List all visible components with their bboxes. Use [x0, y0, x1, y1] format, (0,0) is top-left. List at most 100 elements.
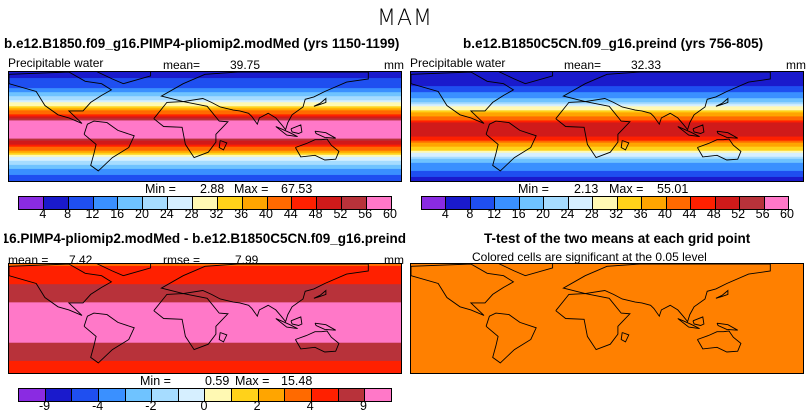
latitude-band	[411, 80, 803, 83]
latitude-band	[9, 348, 401, 352]
top-left-map	[8, 71, 402, 182]
coastline	[96, 72, 152, 85]
top-right-units: mm	[786, 58, 806, 72]
colorbar-swatch	[764, 197, 789, 209]
colorbar-swatch	[544, 197, 569, 209]
coastline	[290, 316, 303, 326]
latitude-band	[9, 178, 401, 181]
latitude-band	[9, 360, 401, 364]
latitude-band	[411, 162, 803, 166]
coastline	[692, 124, 705, 134]
latitude-band	[411, 174, 803, 178]
colorbar-tick-label: 32	[209, 207, 224, 221]
colorbar-swatch	[98, 389, 126, 401]
latitude-band	[411, 132, 803, 136]
latitude-band	[9, 140, 401, 144]
latitude-band	[9, 166, 401, 170]
latitude-band	[9, 158, 401, 162]
colorbar-swatch	[43, 197, 69, 209]
latitude-band	[9, 128, 401, 132]
latitude-band	[9, 148, 401, 152]
latitude-band	[9, 76, 401, 79]
latitude-band	[411, 108, 803, 111]
latitude-band	[411, 120, 803, 124]
latitude-band	[9, 352, 401, 356]
colorbar-swatch	[617, 197, 643, 209]
colorbar-tick-label: 60	[383, 207, 397, 221]
top-left-min-label: Min =	[145, 182, 176, 196]
latitude-band	[9, 304, 401, 307]
latitude-band	[9, 330, 401, 334]
coastline	[314, 322, 336, 331]
latitude-band	[9, 118, 401, 122]
latitude-band	[9, 358, 401, 362]
latitude-band	[9, 164, 401, 168]
colorbar-swatch	[312, 389, 339, 401]
latitude-band	[9, 86, 401, 89]
colorbar-swatch	[205, 389, 233, 401]
colorbar-swatch	[740, 197, 765, 209]
latitude-band	[9, 318, 401, 322]
bottom-left-title-text: 1850.f09_g16.PIMP4-pliomip2.modMed - b.e…	[4, 231, 406, 246]
colorbar-swatch	[495, 197, 520, 209]
latitude-band	[9, 332, 401, 336]
latitude-band	[9, 96, 401, 99]
latitude-band	[9, 344, 401, 348]
latitude-band	[9, 280, 401, 283]
colorbar-tick-label: 56	[755, 207, 770, 221]
colorbar-tick-label: 28	[184, 207, 199, 221]
colorbar-swatch	[593, 197, 618, 209]
latitude-band	[9, 306, 401, 310]
colorbar-tick-label: 4	[306, 399, 314, 413]
latitude-band	[411, 146, 803, 150]
coastline	[677, 126, 700, 138]
latitude-band	[411, 126, 803, 130]
latitude-band	[9, 156, 401, 160]
colorbar-swatch	[642, 197, 667, 209]
colorbar-swatch	[168, 197, 194, 209]
top-left-min-value: 2.88	[200, 182, 225, 196]
colorbar-swatch	[470, 197, 496, 209]
top-right-mean-value: 32.33	[631, 58, 662, 72]
coastline	[715, 97, 729, 107]
latitude-band	[9, 264, 401, 267]
latitude-band	[411, 152, 803, 156]
latitude-band	[9, 350, 401, 354]
colorbar-tick-label: 36	[234, 207, 249, 221]
bottom-right-map	[410, 263, 804, 374]
latitude-band	[411, 158, 803, 162]
latitude-band	[411, 138, 803, 142]
bottom-right-title: T-test of the two means at each grid poi…	[484, 231, 751, 246]
latitude-band	[9, 284, 401, 287]
colorbar-swatch	[152, 389, 179, 401]
latitude-band	[9, 130, 401, 134]
latitude-band	[9, 310, 401, 314]
coastline	[620, 140, 630, 151]
latitude-band	[411, 168, 803, 172]
colorbar-tick-label: 2	[253, 399, 261, 413]
top-right-map	[410, 71, 804, 182]
latitude-band	[411, 90, 803, 93]
latitude-band	[9, 174, 401, 178]
latitude-band	[9, 152, 401, 156]
latitude-band	[9, 298, 401, 301]
latitude-band	[9, 134, 401, 138]
coastline	[555, 293, 631, 351]
coastline	[313, 97, 327, 107]
coastline	[562, 72, 771, 131]
colorbar-swatch	[519, 197, 545, 209]
latitude-band	[411, 140, 803, 144]
latitude-band	[9, 94, 401, 97]
latitude-band	[9, 278, 401, 281]
latitude-band	[411, 78, 803, 81]
top-left-variable: Precipitable water	[8, 56, 104, 70]
colorbar-tick-label: 36	[633, 207, 648, 221]
coastline	[692, 316, 705, 326]
bottom-left-max-label: Max =	[235, 374, 270, 388]
coastline	[411, 264, 515, 316]
latitude-band	[9, 108, 401, 111]
colorbar-tick-label: 8	[466, 207, 474, 221]
colorbar-tick-label: 60	[780, 207, 794, 221]
colorbar-swatch	[285, 389, 313, 401]
latitude-band	[411, 106, 803, 109]
